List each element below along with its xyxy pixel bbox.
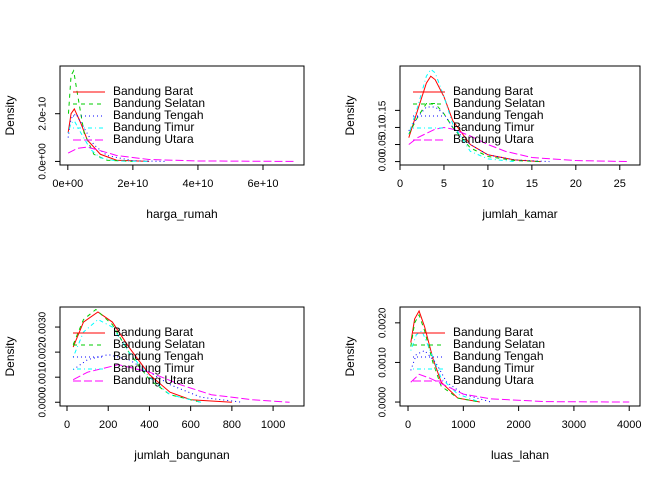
legend-label: Bandung Selatan	[453, 96, 545, 110]
y-tick-label: 0.0010	[378, 347, 389, 378]
density-line	[67, 112, 166, 162]
x-axis-title: jumlah_kamar	[481, 207, 557, 221]
x-tick-label: 400	[140, 419, 158, 431]
x-axis-title: luas_lahan	[491, 448, 549, 462]
legend-label: Bandung Selatan	[113, 337, 205, 351]
legend-label: Bandung Tengah	[113, 108, 204, 122]
density-line	[72, 364, 290, 403]
x-tick-label: 4000	[617, 419, 641, 431]
density-line	[410, 349, 492, 403]
y-tick-label: 0.0010	[38, 361, 49, 392]
x-tick-label: 600	[181, 419, 199, 431]
x-axis-title: jumlah_bangunan	[133, 448, 229, 462]
y-tick-label: 0.0000	[378, 386, 389, 417]
legend-label: Bandung Barat	[453, 84, 534, 98]
density-line	[72, 354, 243, 403]
x-tick-label: 10	[482, 178, 494, 190]
legend-label: Bandung Utara	[453, 373, 534, 387]
x-tick-label: 0	[405, 419, 411, 431]
legend-label: Bandung Utara	[113, 132, 194, 146]
x-tick-label: 2e+10	[117, 178, 148, 190]
legend-label: Bandung Tengah	[113, 349, 204, 363]
panel: 0 1000 2000 3000 4000 0.0000 0.0010 0.0020 luas_…	[343, 306, 641, 462]
x-tick-label: 6e+10	[248, 178, 279, 190]
y-tick-label: 0.00	[378, 151, 389, 171]
x-tick-label: 1000	[261, 419, 285, 431]
legend-label: Bandung Timur	[113, 361, 194, 375]
legend-label: Bandung Timur	[453, 361, 534, 375]
density-line	[72, 311, 232, 403]
y-tick-label: 0.10	[378, 117, 389, 137]
legend-label: Bandung Utara	[453, 132, 534, 146]
legend-label: Bandung Selatan	[453, 337, 545, 351]
y-tick-label: 2.0e-10	[38, 96, 49, 130]
legend-label: Bandung Utara	[113, 373, 194, 387]
density-line	[67, 120, 150, 162]
density-line	[408, 126, 629, 163]
density-line	[408, 103, 541, 163]
x-tick-label: 0	[64, 419, 70, 431]
legend-label: Bandung Barat	[453, 325, 534, 339]
y-axis-title: Density	[3, 95, 17, 135]
x-tick-label: 5	[441, 178, 447, 190]
x-tick-label: 2000	[506, 419, 530, 431]
x-axis-title: harga_rumah	[146, 207, 217, 221]
x-tick-label: 0	[397, 178, 403, 190]
x-tick-label: 25	[614, 178, 626, 190]
x-tick-label: 4e+10	[182, 178, 213, 190]
x-tick-label: 200	[99, 419, 117, 431]
y-tick-label: 0.0000	[38, 387, 49, 418]
panel: 0e+00 2e+10 4e+10 6e+10 0.0e+00 2.0e-10 harga_…	[3, 65, 305, 221]
legend-label: Bandung Barat	[113, 325, 194, 339]
density-line	[410, 309, 480, 403]
x-tick-label: 3000	[562, 419, 586, 431]
legend-label: Bandung Selatan	[113, 96, 205, 110]
y-tick-label: 0.0e+00	[38, 143, 49, 180]
y-tick-label: 0.0020	[378, 307, 389, 338]
legend-label: Bandung Barat	[113, 84, 194, 98]
density-line	[410, 329, 481, 403]
y-tick-label: 0.0030	[38, 311, 49, 342]
density-line	[408, 106, 550, 163]
legend-label: Bandung Timur	[113, 120, 194, 134]
y-tick-label: 0.15	[378, 100, 389, 120]
legend-label: Bandung Tengah	[453, 108, 544, 122]
density-line	[67, 146, 296, 162]
y-axis-title: Density	[3, 336, 17, 376]
density-line	[410, 373, 630, 403]
x-tick-label: 0e+00	[52, 178, 83, 190]
x-tick-label: 1000	[451, 419, 475, 431]
legend-label: Bandung Timur	[453, 120, 534, 134]
y-tick-label: 0.0020	[38, 336, 49, 367]
panel: 0 200 400 600 800 1000 0.00000.00100.00200.003…	[3, 306, 305, 462]
legend-label: Bandung Tengah	[453, 349, 544, 363]
y-axis-title: Density	[343, 95, 357, 135]
x-tick-label: 15	[526, 178, 538, 190]
x-tick-label: 20	[570, 178, 582, 190]
x-tick-label: 800	[223, 419, 241, 431]
y-tick-label: 0.05	[378, 134, 389, 154]
panel: 0 5 10 15 20 25 0.000.050.100.15 jumlah_kamar De…	[343, 65, 641, 221]
y-axis-title: Density	[343, 336, 357, 376]
density-line	[72, 318, 202, 403]
